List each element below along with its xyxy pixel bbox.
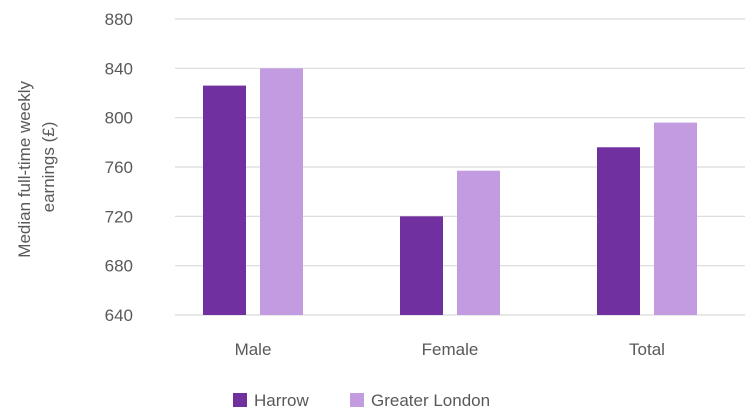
bars [203,68,697,315]
legend-swatch-greater-london [350,393,364,407]
bar-harrow-total [597,147,640,315]
y-axis-label-line-1: Median full-time weekly [15,81,34,258]
x-category-label: Male [235,340,272,359]
y-tick-label: 840 [105,59,133,78]
y-tick-label: 680 [105,257,133,276]
y-tick-label: 640 [105,306,133,325]
bar-greater-london-male [260,68,303,315]
bar-harrow-male [203,85,246,315]
legend-label: Greater London [371,391,490,410]
y-axis-ticks: 640 680 720 760 800 840 880 [105,10,133,325]
y-tick-label: 880 [105,10,133,29]
y-axis-label-line-2: earnings (£) [39,122,58,213]
bar-greater-london-total [654,122,697,315]
x-category-label: Total [629,340,665,359]
legend-label: Harrow [254,391,310,410]
y-tick-label: 760 [105,158,133,177]
legend: Harrow Greater London [233,391,490,410]
x-axis-categories: Male Female Total [235,340,665,359]
y-axis-label: Median full-time weekly earnings (£) [15,76,58,257]
x-category-label: Female [422,340,479,359]
y-tick-label: 720 [105,207,133,226]
legend-swatch-harrow [233,393,247,407]
bar-greater-london-female [457,170,500,315]
y-tick-label: 800 [105,109,133,128]
bar-harrow-female [400,216,443,315]
